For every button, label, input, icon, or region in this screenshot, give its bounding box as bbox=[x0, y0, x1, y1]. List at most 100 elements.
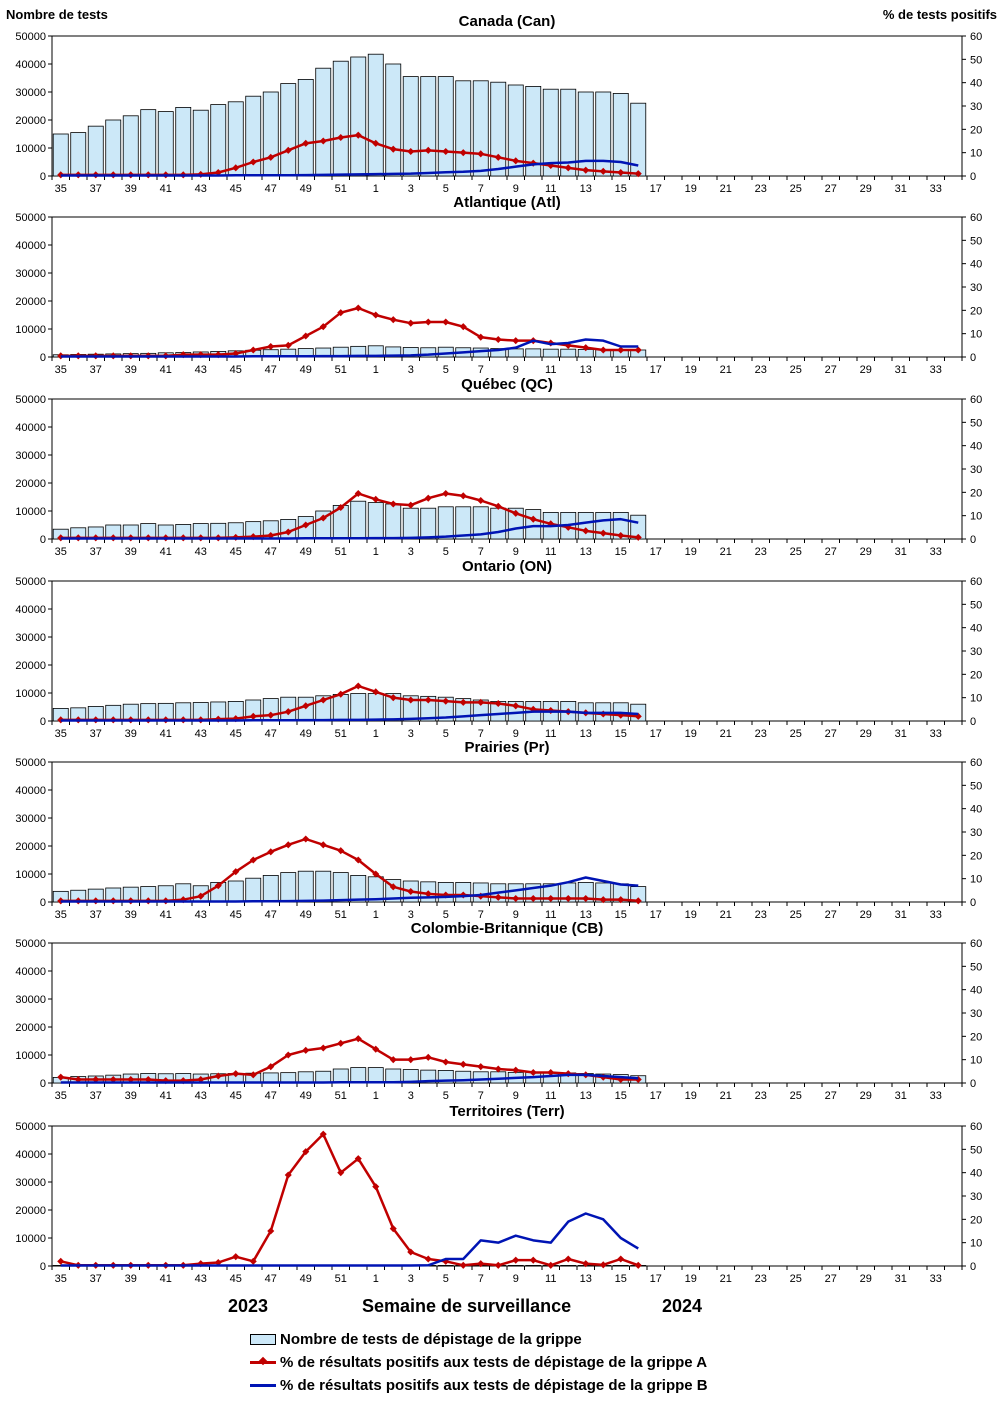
point-flu-a bbox=[547, 894, 555, 903]
x-tick-label: 21 bbox=[720, 728, 732, 740]
x-tick-label: 43 bbox=[195, 1273, 207, 1285]
point-flu-a bbox=[337, 309, 345, 317]
bar-tests bbox=[472, 80, 489, 177]
x-tick-label: 37 bbox=[90, 1090, 102, 1102]
x-tick-label: 3 bbox=[408, 364, 414, 376]
chart-panel-2: Québec (QC) 0 10000 20000 30000 40000 50000 0 10… bbox=[15, 376, 982, 558]
x-tick-label: 25 bbox=[790, 909, 802, 921]
bar-tests bbox=[507, 348, 524, 358]
x-tick-label: 21 bbox=[720, 909, 732, 921]
x-tick-label: 33 bbox=[930, 364, 942, 376]
right-tick-label: 20 bbox=[970, 124, 982, 136]
bar-tests bbox=[525, 1265, 542, 1267]
point-flu-a bbox=[372, 688, 380, 696]
point-flu-a bbox=[319, 323, 327, 331]
right-tick-label: 60 bbox=[970, 1121, 982, 1133]
line-flu-a bbox=[60, 1132, 639, 1267]
x-tick-label: 49 bbox=[300, 1273, 312, 1285]
right-axis-title: % de tests positifs bbox=[883, 7, 997, 22]
x-tick-label: 23 bbox=[755, 909, 767, 921]
point-flu-a bbox=[599, 529, 607, 537]
x-tick-label: 51 bbox=[335, 1090, 347, 1102]
point-flu-a bbox=[634, 170, 642, 178]
x-tick-label: 41 bbox=[160, 1273, 172, 1285]
x-tick-label: 37 bbox=[90, 364, 102, 376]
right-tick-label: 20 bbox=[970, 1031, 982, 1043]
x-tick-label: 51 bbox=[335, 1273, 347, 1285]
bar-tests bbox=[437, 76, 454, 177]
left-tick-label: 50000 bbox=[15, 938, 46, 950]
left-tick-label: 0 bbox=[40, 1261, 46, 1273]
bar-tests bbox=[297, 870, 314, 903]
plot-area bbox=[51, 580, 963, 722]
bar-tests bbox=[350, 875, 367, 903]
x-tick-label: 47 bbox=[265, 546, 277, 558]
x-tick-label: 27 bbox=[825, 909, 837, 921]
point-flu-a bbox=[407, 319, 415, 327]
legend-item-flu-b: % de résultats positifs aux tests de dép… bbox=[250, 1374, 708, 1397]
x-tick-label: 7 bbox=[478, 728, 484, 740]
point-flu-a bbox=[424, 494, 432, 502]
x-tick-label: 47 bbox=[265, 1090, 277, 1102]
x-tick-label: 19 bbox=[685, 546, 697, 558]
panel-title: Prairies (Pr) bbox=[464, 739, 549, 756]
bar-tests bbox=[350, 1067, 367, 1084]
bar-tests bbox=[245, 877, 262, 903]
point-flu-a bbox=[494, 1261, 502, 1269]
point-flu-a bbox=[337, 133, 345, 142]
left-tick-label: 20000 bbox=[15, 841, 46, 853]
x-tick-label: 43 bbox=[195, 364, 207, 376]
point-flu-a bbox=[582, 344, 590, 352]
bar-tests bbox=[385, 346, 402, 358]
left-tick-label: 50000 bbox=[15, 1121, 46, 1133]
x-tick-label: 7 bbox=[478, 909, 484, 921]
point-flu-a bbox=[302, 139, 310, 147]
point-flu-a bbox=[57, 1257, 65, 1265]
bar-tests bbox=[542, 348, 559, 358]
x-tick-label: 39 bbox=[125, 364, 137, 376]
left-tick-label: 10000 bbox=[15, 143, 46, 155]
legend: Nombre de tests de dépistage de la gripp… bbox=[250, 1328, 708, 1397]
point-flu-a bbox=[459, 323, 467, 331]
left-tick-label: 40000 bbox=[15, 59, 46, 71]
right-tick-label: 30 bbox=[970, 464, 982, 476]
x-tick-label: 5 bbox=[443, 1090, 449, 1102]
point-flu-a bbox=[459, 492, 467, 500]
x-tick-label: 35 bbox=[55, 546, 67, 558]
bar-tests bbox=[437, 1265, 454, 1267]
point-flu-a bbox=[389, 694, 397, 702]
point-flu-a bbox=[337, 690, 345, 698]
point-flu-a bbox=[424, 1255, 432, 1263]
x-tick-label: 25 bbox=[790, 183, 802, 195]
legend-item-tests: Nombre de tests de dépistage de la gripp… bbox=[250, 1328, 708, 1351]
x-tick-label: 9 bbox=[513, 909, 519, 921]
point-flu-a bbox=[459, 1060, 467, 1068]
bar-tests bbox=[455, 1070, 472, 1084]
right-tick-label: 60 bbox=[970, 212, 982, 224]
bar-tests bbox=[577, 512, 594, 540]
x-tick-label: 45 bbox=[230, 909, 242, 921]
bar-tests bbox=[402, 507, 419, 540]
bar-tests bbox=[367, 502, 384, 540]
point-flu-a bbox=[442, 489, 450, 498]
x-tick-label: 19 bbox=[685, 1090, 697, 1102]
chart-panel-3: Ontario (ON) 0 10000 20000 30000 40000 50000 0 1… bbox=[15, 558, 982, 740]
x-tick-label: 13 bbox=[580, 546, 592, 558]
right-tick-label: 50 bbox=[970, 1144, 982, 1156]
plot-area bbox=[51, 761, 963, 903]
bar-tests bbox=[297, 79, 314, 177]
left-tick-label: 50000 bbox=[15, 212, 46, 224]
x-tick-label: 43 bbox=[195, 728, 207, 740]
left-tick-label: 30000 bbox=[15, 1177, 46, 1189]
x-tick-label: 31 bbox=[895, 364, 907, 376]
left-tick-label: 20000 bbox=[15, 296, 46, 308]
right-tick-label: 40 bbox=[970, 985, 982, 997]
bar-tests bbox=[140, 109, 157, 177]
x-tick-label: 39 bbox=[125, 909, 137, 921]
right-tick-label: 0 bbox=[970, 352, 976, 364]
left-tick-label: 50000 bbox=[15, 757, 46, 769]
x-tick-label: 21 bbox=[720, 183, 732, 195]
point-flu-a bbox=[564, 1255, 572, 1263]
x-tick-label: 47 bbox=[265, 1273, 277, 1285]
left-tick-label: 10000 bbox=[15, 324, 46, 336]
